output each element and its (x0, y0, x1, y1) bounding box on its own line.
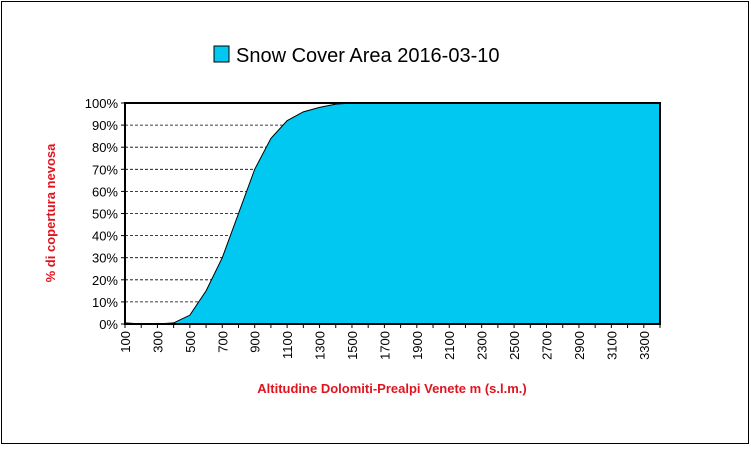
y-tick-label: 10% (92, 295, 118, 310)
y-tick-label: 40% (92, 229, 118, 244)
x-tick-label: 100 (118, 331, 133, 353)
x-tick-label: 2100 (442, 331, 457, 360)
x-tick-label: 3300 (637, 331, 652, 360)
y-tick-label: 20% (92, 273, 118, 288)
y-tick-label: 50% (92, 207, 118, 222)
x-axis-title: Altitudine Dolomiti-Prealpi Venete m (s.… (257, 381, 526, 396)
x-tick-label: 1900 (410, 331, 425, 360)
y-tick-label: 30% (92, 251, 118, 266)
x-tick-label: 700 (215, 331, 230, 353)
x-tick-label: 900 (248, 331, 263, 353)
x-tick-label: 300 (150, 331, 165, 353)
y-tick-label: 80% (92, 140, 118, 155)
y-tick-label: 90% (92, 118, 118, 133)
x-tick-label: 2700 (540, 331, 555, 360)
x-axis-ticks: 100 300 500 700 900 1100 1300 1500 1700 1900 2100 2… (118, 324, 661, 360)
x-tick-label: 2300 (475, 331, 490, 360)
x-tick-label: 1100 (280, 331, 295, 359)
y-tick-label: 100% (85, 96, 119, 111)
y-tick-label: 60% (92, 184, 118, 199)
x-tick-label: 1500 (345, 331, 360, 360)
x-tick-label: 2500 (507, 331, 522, 360)
y-tick-label: 0% (99, 317, 118, 332)
x-tick-label: 1300 (313, 331, 328, 360)
x-tick-label: 3100 (604, 331, 619, 360)
legend-swatch (213, 45, 230, 63)
y-tick-label: 70% (92, 162, 118, 177)
x-tick-label: 2900 (572, 331, 587, 360)
x-tick-label: 500 (183, 331, 198, 353)
legend: Snow Cover Area 2016-03-10 (213, 45, 500, 67)
legend-label: Snow Cover Area 2016-03-10 (236, 45, 500, 67)
y-axis-title: % di copertura nevosa (43, 143, 58, 282)
y-axis-ticks: 0% 10% 20% 30% 40% 50% 60% 70% 80% 90% 100% (85, 96, 125, 332)
x-tick-label: 1700 (377, 331, 392, 360)
